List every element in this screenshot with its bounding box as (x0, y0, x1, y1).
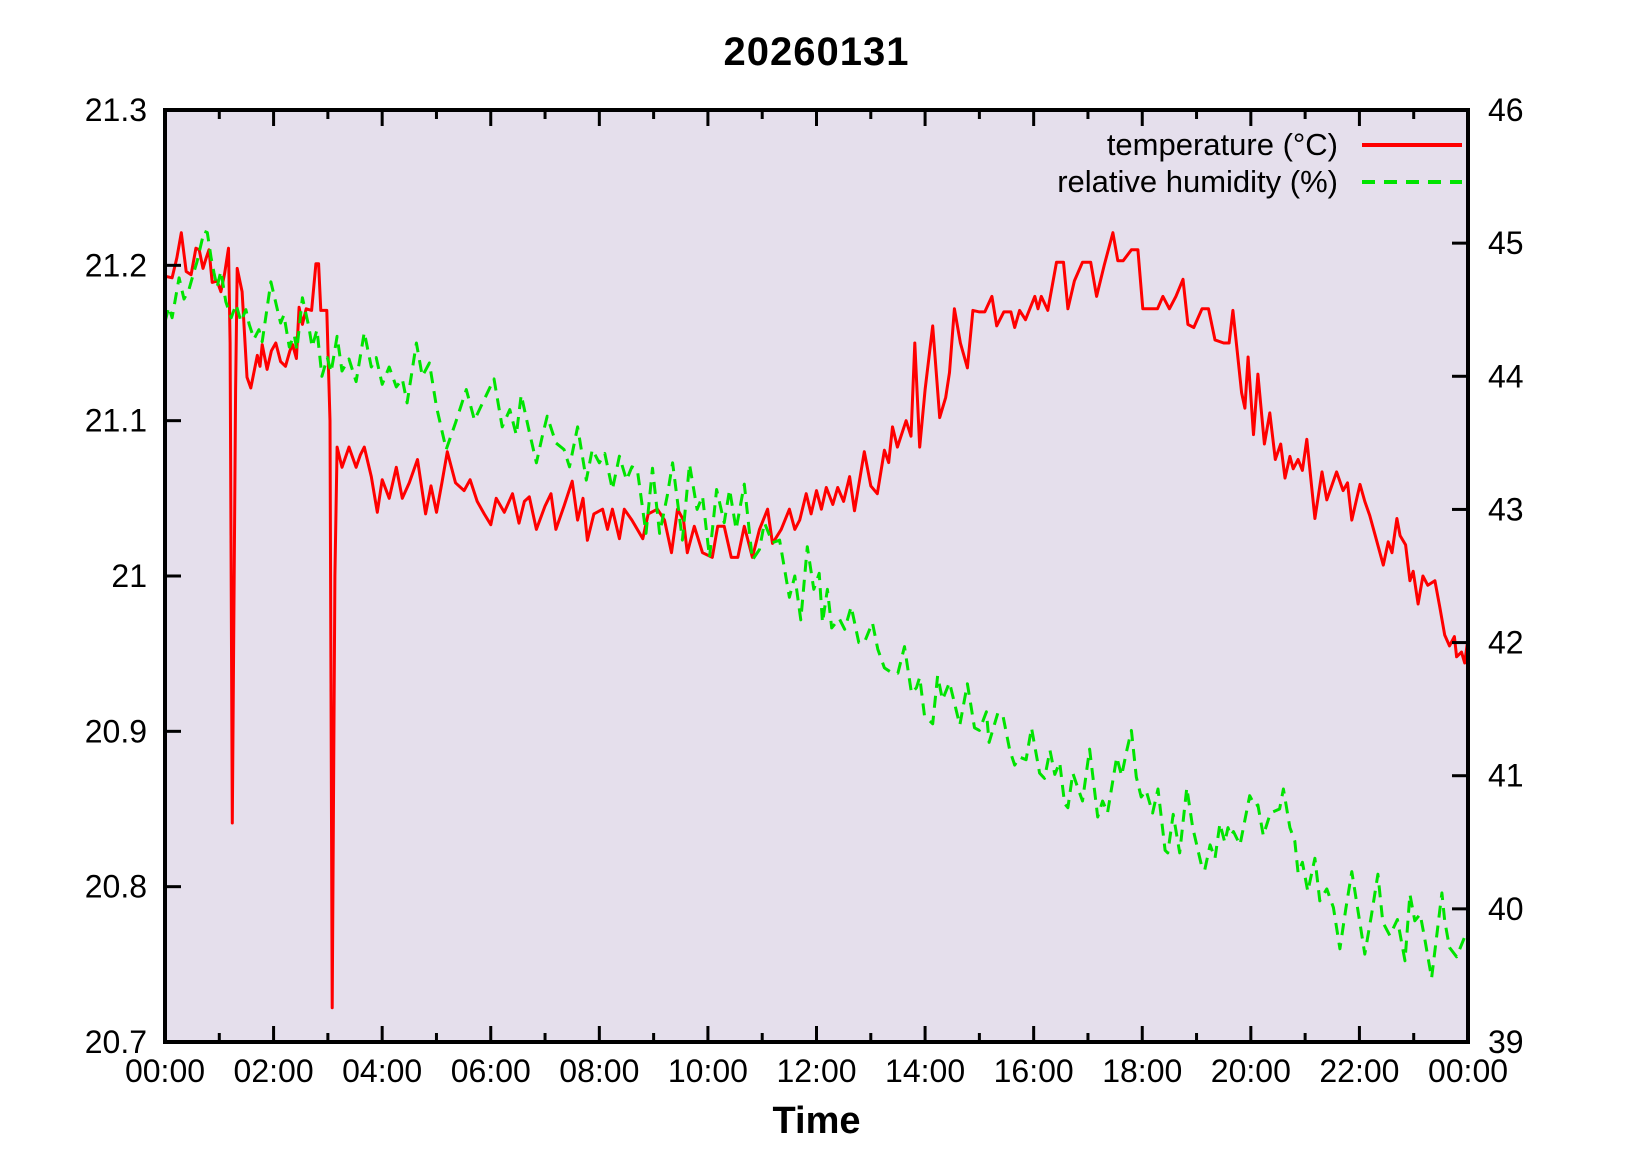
x-axis-tick-label: 22:00 (1319, 1053, 1399, 1089)
x-axis-tick-label: 12:00 (776, 1053, 856, 1089)
x-axis-tick-label: 00:00 (125, 1053, 205, 1089)
plot-area-background (165, 110, 1468, 1042)
y-right-tick-label: 45 (1488, 225, 1524, 261)
plot-border (163, 108, 1470, 1044)
y-left-tick-label: 20.7 (85, 1024, 147, 1060)
x-axis-title: Time (772, 1100, 861, 1142)
humidity-line (165, 229, 1468, 980)
x-axis-tick-label: 16:00 (994, 1053, 1074, 1089)
y-right-tick-label: 42 (1488, 625, 1524, 661)
x-axis-tick-label: 14:00 (885, 1053, 965, 1089)
y-left-tick-label: 20.9 (85, 713, 147, 749)
y-left-tick-label: 21 (111, 558, 147, 594)
y-right-tick-label: 39 (1488, 1024, 1524, 1060)
y-right-tick-label: 43 (1488, 491, 1524, 527)
chart-title: 20260131 (723, 30, 910, 74)
x-axis-tick-label: 06:00 (451, 1053, 531, 1089)
y-right-tick-label: 46 (1488, 92, 1524, 128)
temperature-line (165, 231, 1468, 1010)
x-axis-tick-label: 00:00 (1428, 1053, 1508, 1089)
y-right-tick-label: 40 (1488, 891, 1524, 927)
legend-line-sample-humidity-icon (1362, 180, 1462, 184)
x-axis-tick-label: 18:00 (1102, 1053, 1182, 1089)
y-left-tick-label: 21.2 (85, 247, 147, 283)
x-axis-tick-label: 20:00 (1211, 1053, 1291, 1089)
legend-label-temperature: temperature (°C) (1106, 127, 1338, 162)
legend-line-sample-temperature-icon (1362, 143, 1462, 147)
x-axis-tick-label: 10:00 (668, 1053, 748, 1089)
x-axis-tick-label: 08:00 (559, 1053, 639, 1089)
y-left-tick-label: 20.8 (85, 869, 147, 905)
y-left-tick-label: 21.1 (85, 403, 147, 439)
y-right-tick-label: 41 (1488, 758, 1524, 794)
legend-item-temperature: temperature (°C) (764, 126, 1464, 164)
x-axis-tick-label: 02:00 (234, 1053, 314, 1089)
y-right-tick-label: 44 (1488, 358, 1524, 394)
x-axis-tick-label: 04:00 (342, 1053, 422, 1089)
legend-label-humidity: relative humidity (%) (1057, 164, 1338, 199)
legend-item-humidity: relative humidity (%) (764, 163, 1464, 201)
y-left-tick-label: 21.3 (85, 92, 147, 128)
